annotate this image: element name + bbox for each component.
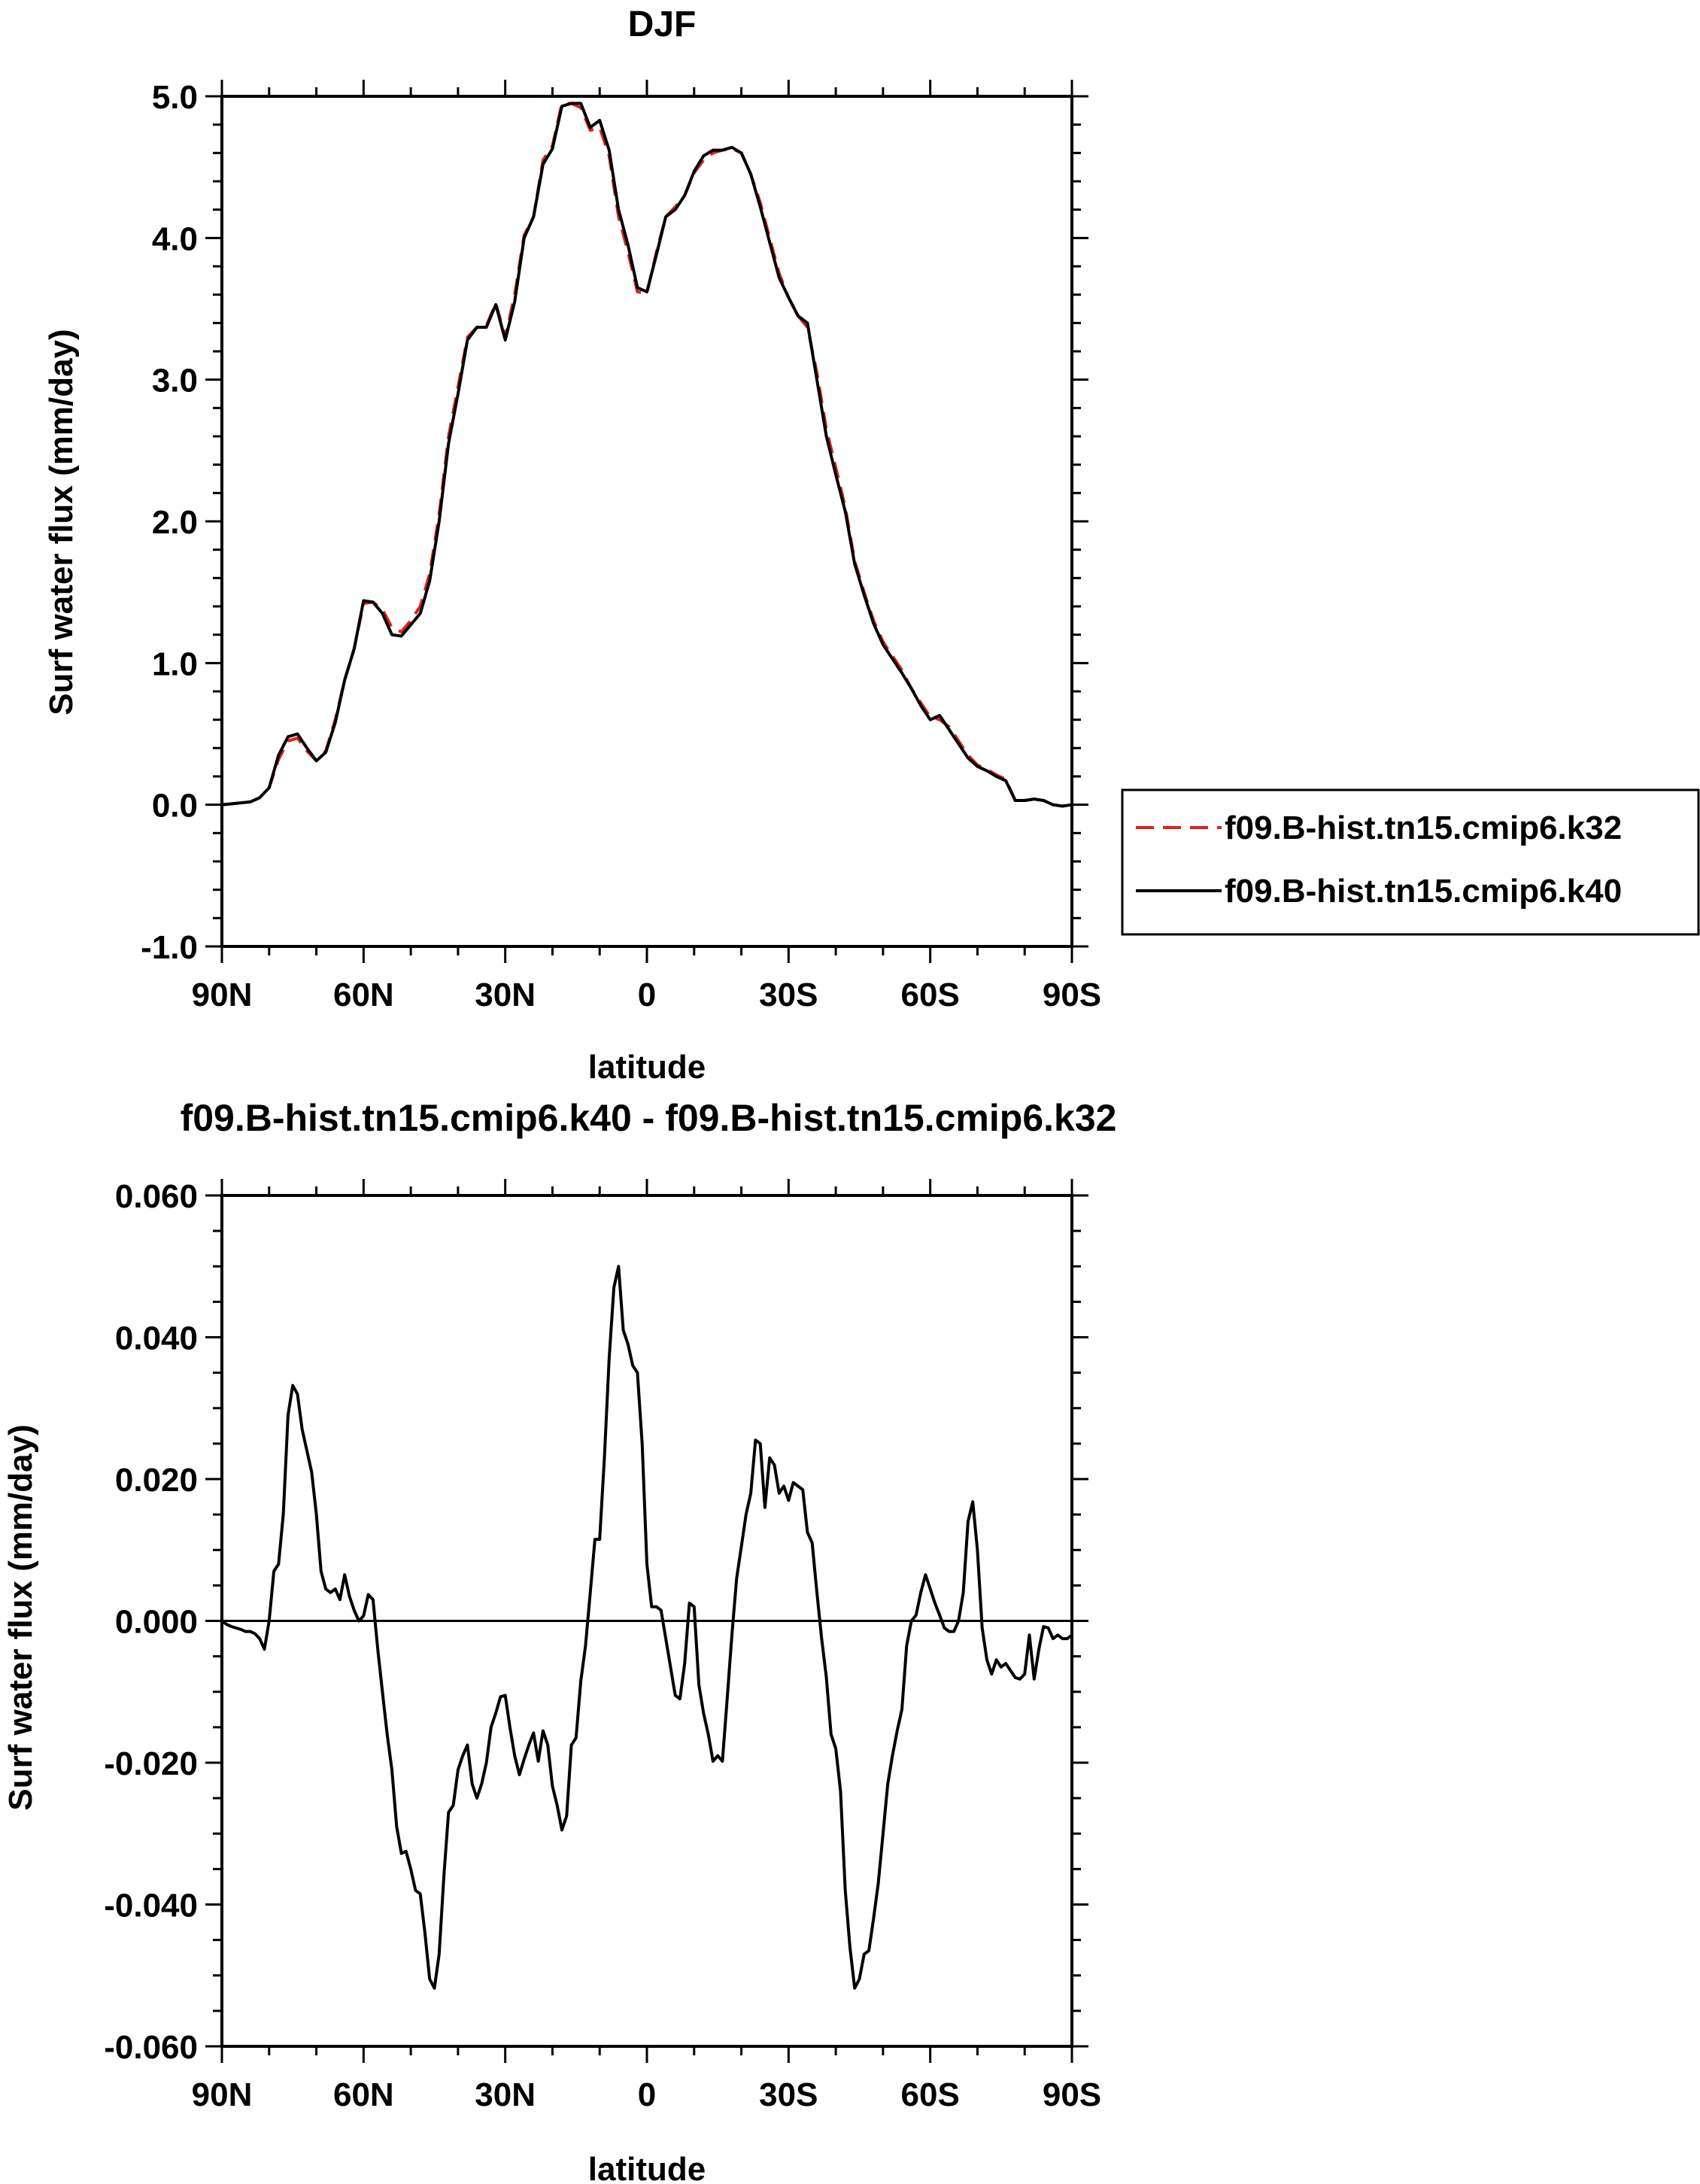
x-tick-label: 30N	[475, 977, 536, 1013]
x-tick-label: 30S	[759, 2076, 818, 2113]
top-y-axis-label: Surf water flux (mm/day)	[43, 329, 80, 715]
y-tick-label: 0.0	[152, 788, 198, 825]
series-line-f09-B-hist-tn15-cmip6-k32	[221, 102, 1073, 808]
y-tick-label: -0.020	[104, 1745, 198, 1782]
x-tick-label: 30N	[475, 2076, 536, 2113]
top-chart-title: DJF	[628, 5, 697, 44]
x-tick-label: 0	[638, 2076, 656, 2113]
bottom-chart-title: f09.B-hist.tn15.cmip6.k40 - f09.B-hist.t…	[181, 1097, 1117, 1139]
x-tick-label: 60N	[333, 2076, 394, 2113]
x-tick-label: 60S	[901, 977, 960, 1013]
series-line-difference	[220, 1265, 1073, 1990]
x-tick-label: 60N	[333, 977, 394, 1013]
bottom-series-group	[220, 1265, 1073, 1990]
y-tick-label: 5.0	[152, 79, 198, 116]
series-line-f09-B-hist-tn15-cmip6-k40	[221, 102, 1073, 808]
x-tick-label: 0	[638, 977, 656, 1013]
y-tick-label: -0.040	[104, 1888, 198, 1924]
x-tick-label: 60S	[901, 2076, 960, 2113]
bottom-y-axis-label: Surf water flux (mm/day)	[2, 1424, 39, 1810]
top-panel: DJF 90N 60N 30N 0 30S 60S 90S 5.0 4.0 3.0 2.0 1.0 0.…	[43, 5, 1101, 1086]
y-tick-label: 1.0	[152, 645, 198, 682]
legend-box	[1121, 788, 1700, 936]
y-tick-label: 0.060	[115, 1178, 198, 1215]
x-tick-label: 90N	[192, 2076, 253, 2113]
y-tick-label: 0.000	[115, 1604, 198, 1641]
y-tick-label: 3.0	[152, 363, 198, 399]
bottom-axes: 90N 60N 30N 0 30S 60S 90S 0.060 0.040 0.020 0.000 -…	[104, 1178, 1101, 2113]
y-tick-label: 2.0	[152, 504, 198, 541]
bottom-panel: f09.B-hist.tn15.cmip6.k40 - f09.B-hist.t…	[2, 1097, 1116, 2184]
top-series-group	[221, 102, 1073, 808]
y-tick-label: 0.040	[115, 1320, 198, 1357]
x-tick-label: 30S	[759, 977, 818, 1013]
y-tick-label: 4.0	[152, 220, 198, 257]
top-axes: 90N 60N 30N 0 30S 60S 90S 5.0 4.0 3.0 2.0 1.0 0.0 -1.…	[141, 79, 1101, 1013]
y-tick-label: 0.020	[115, 1462, 198, 1499]
y-tick-label: -1.0	[141, 929, 198, 966]
plot-frame	[220, 95, 1073, 948]
x-tick-label: 90N	[192, 977, 253, 1013]
x-tick-label: 90S	[1043, 2076, 1101, 2113]
legend-label-k32: f09.B-hist.tn15.cmip6.k32	[1225, 810, 1622, 846]
legend: f09.B-hist.tn15.cmip6.k32 f09.B-hist.tn1…	[1121, 788, 1700, 936]
top-x-axis-label: latitude	[588, 1049, 706, 1086]
legend-label-k40: f09.B-hist.tn15.cmip6.k40	[1225, 873, 1622, 910]
bottom-x-axis-label: latitude	[588, 2151, 706, 2184]
y-tick-label: -0.060	[104, 2029, 198, 2066]
x-tick-label: 90S	[1043, 977, 1101, 1013]
